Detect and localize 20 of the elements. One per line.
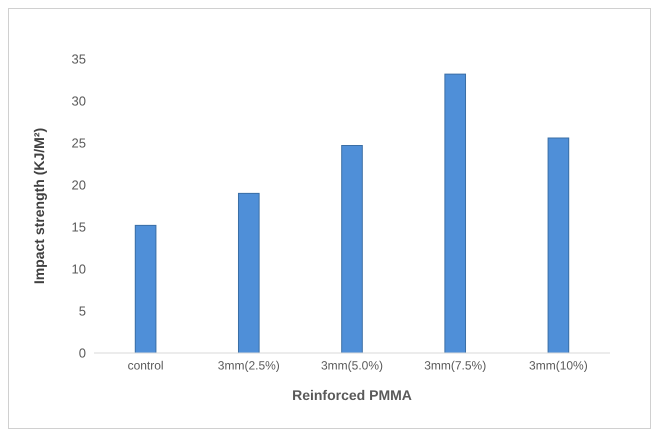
y-tick-label: 25 xyxy=(72,136,86,151)
y-tick-label: 10 xyxy=(72,262,86,277)
y-tick-label: 20 xyxy=(72,178,86,193)
y-axis-title: Impact strength (KJ/M²) xyxy=(30,128,47,284)
y-tick-label: 35 xyxy=(72,52,86,67)
bar xyxy=(548,137,570,353)
y-tick-label: 5 xyxy=(78,304,86,319)
x-tick-label: 3mm(7.5%) xyxy=(424,358,486,373)
x-tick-label: 3mm(10%) xyxy=(529,358,588,373)
x-tick-label: control xyxy=(128,358,164,373)
y-tick-label: 0 xyxy=(78,346,86,361)
bar xyxy=(238,192,260,353)
x-tick-label: 3mm(5.0%) xyxy=(320,358,384,373)
x-axis-title: Reinforced PMMA xyxy=(292,387,412,403)
bar xyxy=(134,224,156,353)
y-tick-label: 15 xyxy=(72,220,86,235)
bar xyxy=(444,74,466,353)
y-tick-label: 30 xyxy=(72,94,86,109)
x-tick-label: 3mm(2.5%) xyxy=(218,358,280,373)
bar xyxy=(341,145,363,353)
